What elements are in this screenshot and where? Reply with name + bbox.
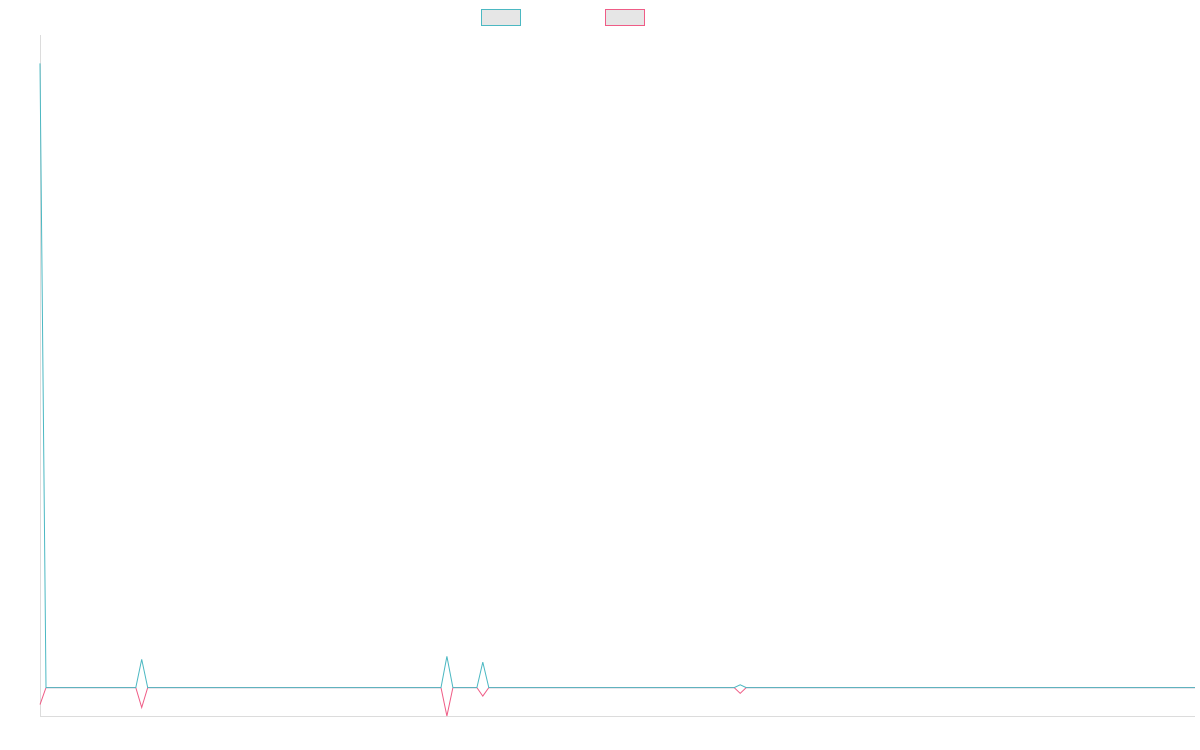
chart-legend xyxy=(481,9,645,26)
series-line-2[interactable] xyxy=(39,687,1195,717)
legend-swatch-1[interactable] xyxy=(481,9,521,26)
series-layer xyxy=(39,63,1195,717)
legend-swatch-2[interactable] xyxy=(605,9,645,26)
series-line-1[interactable] xyxy=(39,63,1195,689)
